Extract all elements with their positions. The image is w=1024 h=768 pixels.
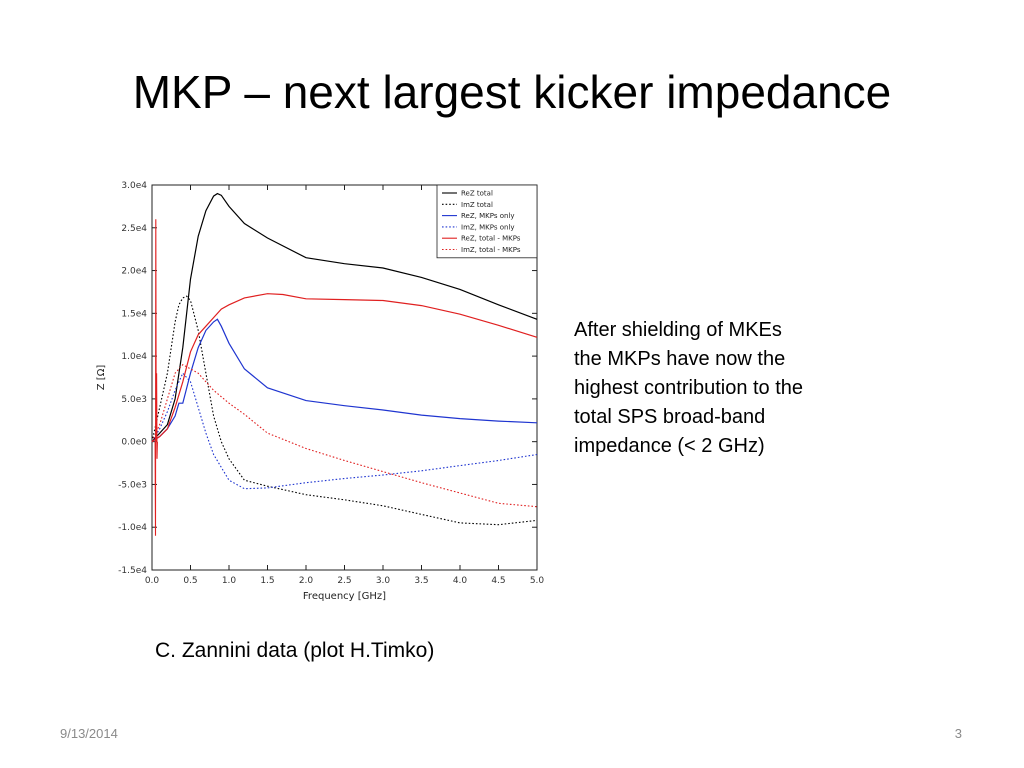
impedance-chart: 0.0 0.5 1.0 1.5 2.0 2.5 3.0 3.5 4.0 4.5 5.0 -1.5e4 -… bbox=[90, 175, 550, 610]
legend-entry: ImZ, MKPs only bbox=[461, 223, 515, 231]
data-caption: C. Zannini data (plot H.Timko) bbox=[155, 639, 435, 662]
side-note-line: impedance (< 2 GHz) bbox=[574, 435, 765, 457]
y-tick-label: -5.0e3 bbox=[118, 480, 147, 490]
y-axis-label: Z [Ω] bbox=[96, 365, 107, 391]
page-number: 3 bbox=[954, 726, 962, 741]
series-line bbox=[151, 318, 538, 443]
legend-entry: ImZ total bbox=[461, 201, 493, 209]
series-line bbox=[151, 192, 538, 443]
legend-entry: ReZ, total - MKPs bbox=[461, 235, 521, 243]
legend-entry: ReZ total bbox=[461, 190, 493, 198]
x-tick-label: 3.0 bbox=[376, 576, 391, 586]
legend-box bbox=[436, 184, 538, 259]
legend-entry: ReZ, MKPs only bbox=[461, 212, 515, 220]
legend-entry: ImZ, total - MKPs bbox=[461, 246, 521, 254]
y-tick-label: 1.0e4 bbox=[121, 352, 147, 362]
x-tick-label: 1.0 bbox=[222, 576, 237, 586]
y-tick-label: 3.0e4 bbox=[121, 181, 147, 191]
slide-title: MKP – next largest kicker impedance bbox=[132, 66, 892, 118]
y-tick-label: 2.0e4 bbox=[121, 267, 147, 277]
x-tick-label: 4.0 bbox=[453, 576, 468, 586]
chart-canvas: 0.0 0.5 1.0 1.5 2.0 2.5 3.0 3.5 4.0 4.5 5.0 -1.5e4 -… bbox=[96, 181, 545, 602]
x-tick-label: 3.5 bbox=[414, 576, 428, 586]
series-line bbox=[151, 293, 538, 443]
y-tick-label: -1.5e4 bbox=[118, 566, 147, 576]
side-note-line: highest contribution to the bbox=[574, 377, 804, 399]
y-tick-label: 2.5e4 bbox=[121, 224, 147, 234]
y-tick-label: 5.0e3 bbox=[121, 395, 147, 405]
side-note-line: After shielding of MKEs bbox=[574, 319, 782, 341]
x-tick-label: 5.0 bbox=[530, 576, 545, 586]
x-tick-label: 1.5 bbox=[260, 576, 274, 586]
y-tick-label: -1.0e4 bbox=[118, 523, 147, 533]
spike-line bbox=[154, 219, 158, 536]
side-note-line: total SPS broad-band bbox=[574, 406, 766, 428]
series-line bbox=[151, 295, 538, 526]
x-axis-label: Frequency [GHz] bbox=[303, 591, 386, 602]
side-note: After shielding of MKEs the MKPs have no… bbox=[574, 316, 884, 461]
x-tick-label: 0.0 bbox=[145, 576, 160, 586]
y-tick-label: 0.0e0 bbox=[121, 438, 147, 448]
footer-date: 9/13/2014 bbox=[60, 726, 118, 741]
x-tick-label: 2.5 bbox=[337, 576, 351, 586]
x-tick-label: 4.5 bbox=[491, 576, 505, 586]
series-line bbox=[151, 372, 538, 490]
y-tick-label: 1.5e4 bbox=[121, 309, 147, 319]
series-line bbox=[151, 364, 538, 508]
x-tick-label: 2.0 bbox=[299, 576, 314, 586]
side-note-line: the MKPs have now the bbox=[574, 348, 786, 370]
x-tick-label: 0.5 bbox=[183, 576, 197, 586]
